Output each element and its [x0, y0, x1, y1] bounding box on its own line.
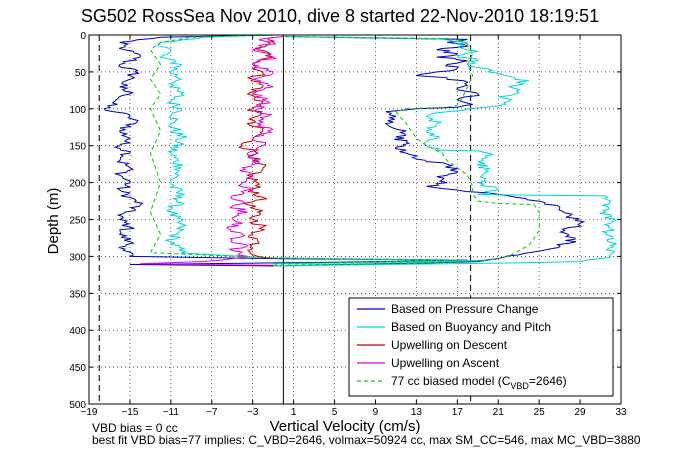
legend-entries: Based on Pressure Change Based on Buoyanc… [357, 302, 551, 370]
legend-model-suffix: =2646) [529, 374, 567, 388]
legend-entry-model: 77 cc biased model (CVBD=2646) [357, 374, 567, 391]
series-group [103, 34, 617, 267]
y-tick-label: 50 [75, 68, 87, 79]
y-tick-label: 250 [69, 216, 86, 227]
y-axis-label: Depth (m) [45, 188, 62, 255]
x-tick-label: 33 [615, 407, 627, 418]
legend-label: Upwelling on Descent [391, 338, 508, 352]
x-tick-label: 29 [575, 407, 587, 418]
x-tick-label: −7 [206, 407, 218, 418]
x-tick-label: 17 [452, 407, 464, 418]
footer-best-fit: best fit VBD bias=77 implies: C_VBD=2646… [92, 433, 641, 447]
y-tick-label: 150 [69, 142, 86, 153]
series-line [273, 36, 540, 266]
legend-model-prefix: 77 cc biased model (C [391, 374, 511, 388]
y-tick-label: 450 [69, 363, 86, 374]
series-line [273, 36, 586, 267]
series-line [103, 34, 468, 267]
y-tick-label: 350 [69, 289, 86, 300]
y-tick-label: 300 [69, 252, 86, 263]
series-line [237, 36, 275, 260]
x-tick-label: 5 [332, 407, 338, 418]
x-tick-label: −3 [247, 407, 259, 418]
x-tick-label: 21 [493, 407, 505, 418]
x-axis-label: Vertical Velocity (cm/s) [270, 418, 421, 435]
series-line [149, 34, 458, 265]
y-tick-label: 500 [69, 400, 86, 411]
legend-label: Upwelling on Ascent [391, 356, 500, 370]
y-axis-ticks: 0 50 100 150 200 250 300 350 400 450 500 [69, 31, 621, 411]
legend: Based on Pressure Change Based on Buoyanc… [348, 297, 614, 397]
x-tick-label: 9 [373, 407, 379, 418]
legend-box [348, 297, 614, 397]
series-line [156, 34, 489, 265]
x-axis-ticks: −19 −15 −11 −7 −3 1 5 9 13 17 21 25 29 33 [81, 35, 627, 418]
chart-title: SG502 RossSea Nov 2010, dive 8 started 2… [81, 6, 599, 26]
x-tick-label: −15 [121, 407, 138, 418]
y-tick-label: 400 [69, 326, 86, 337]
x-tick-label: 13 [411, 407, 423, 418]
series-line [140, 36, 284, 266]
y-tick-label: 200 [69, 179, 86, 190]
x-tick-label: 25 [534, 407, 546, 418]
legend-model-subscript: VBD [510, 381, 529, 391]
legend-label-model: 77 cc biased model (CVBD=2646) [391, 374, 567, 391]
y-tick-label: 0 [80, 31, 86, 42]
series-line [273, 36, 617, 267]
legend-label: Based on Buoyancy and Pitch [391, 320, 551, 334]
x-tick-label: −11 [163, 407, 180, 418]
legend-label: Based on Pressure Change [391, 302, 539, 316]
x-tick-label: −19 [81, 407, 98, 418]
x-tick-label: 1 [291, 407, 297, 418]
footer-vbd-bias: VBD bias = 0 cc [92, 421, 178, 435]
y-tick-label: 100 [69, 105, 86, 116]
